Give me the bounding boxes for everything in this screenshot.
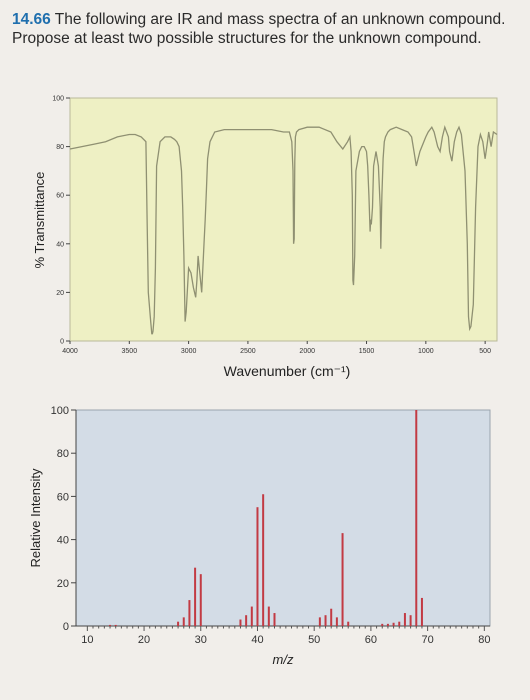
- ir-y-tick-label: 0: [60, 339, 64, 346]
- ir-x-tick-label: 1500: [359, 348, 375, 355]
- ir-y-tick-label: 40: [56, 241, 64, 248]
- problem-statement: 14.66 The following are IR and mass spect…: [12, 10, 520, 48]
- ms-bar: [114, 624, 117, 626]
- ms-bar: [347, 621, 350, 626]
- ms-x-tick-label: 60: [365, 634, 377, 646]
- ms-bar: [245, 615, 248, 626]
- mass-spectrum-chart: 0 20 40 60 80 100 10 20 30 40 50 60 70 80 Relative I…: [28, 405, 491, 667]
- ms-plot-area: [75, 409, 491, 627]
- ms-bar: [398, 621, 401, 626]
- ms-bar: [109, 624, 112, 626]
- ir-x-tick-label: 500: [479, 348, 491, 355]
- ms-bar: [273, 613, 276, 626]
- ms-bar: [341, 533, 344, 626]
- ms-y-tick-label: 60: [57, 491, 69, 503]
- ir-x-tick-label: 4000: [62, 348, 78, 355]
- ir-spectrum-chart: 0 20 40 60 80 100 4000 3500 3000 2500 2000 1500 100…: [32, 96, 498, 379]
- ms-bar: [239, 619, 242, 626]
- ms-y-tick-label: 40: [57, 535, 69, 547]
- ir-x-tick-label: 3500: [122, 348, 138, 355]
- ir-x-axis-label: Wavenumber (cm⁻¹): [224, 363, 351, 379]
- ir-x-tick-label: 3000: [181, 348, 197, 355]
- ms-bar: [330, 608, 333, 626]
- ms-x-tick-label: 70: [421, 634, 433, 646]
- problem-text: The following are IR and mass spectra of…: [12, 11, 506, 47]
- ir-y-tick-label: 80: [56, 144, 64, 151]
- ms-bar: [324, 615, 327, 626]
- ir-x-tick-label: 2000: [299, 348, 315, 355]
- ms-y-tick-label: 100: [51, 405, 69, 417]
- ms-bar: [182, 617, 185, 626]
- ms-bar: [256, 507, 259, 626]
- ir-x-tick-label: 1000: [418, 348, 434, 355]
- ms-y-axis-label: Relative Intensity: [28, 468, 43, 567]
- ir-y-axis-label: % Transmittance: [32, 172, 47, 269]
- ir-y-tick-label: 20: [56, 290, 64, 297]
- ms-bar: [188, 600, 191, 626]
- ms-x-axis: 10 20 30 40 50 60 70 80: [76, 625, 490, 646]
- ms-x-axis-label: m/z: [273, 652, 294, 667]
- ms-bar: [420, 597, 423, 626]
- ir-y-axis: 0 20 40 60 80 100: [52, 96, 70, 346]
- ms-bars: [109, 410, 423, 626]
- ms-bar: [386, 623, 389, 626]
- ms-bar: [335, 617, 338, 626]
- ms-bar: [194, 567, 197, 626]
- ms-bar: [415, 410, 418, 626]
- ms-y-tick-label: 80: [57, 448, 69, 460]
- ms-bar: [250, 606, 253, 626]
- ms-bar: [392, 622, 395, 626]
- ms-y-tick-label: 20: [57, 578, 69, 590]
- ms-bar: [267, 606, 270, 626]
- ms-bar: [409, 615, 412, 626]
- ms-bar: [318, 617, 321, 626]
- ms-x-tick-label: 50: [308, 634, 320, 646]
- ms-y-axis: 0 20 40 60 80 100: [51, 405, 77, 633]
- ms-x-tick-label: 10: [81, 634, 93, 646]
- ir-transmittance-trace: [69, 124, 498, 335]
- ms-x-tick-label: 80: [478, 634, 490, 646]
- ms-bar: [381, 623, 384, 626]
- ms-y-tick-label: 0: [63, 621, 69, 633]
- ms-bar: [403, 613, 406, 626]
- ms-x-tick-label: 40: [251, 634, 263, 646]
- ms-x-tick-label: 30: [195, 634, 207, 646]
- ir-y-tick-label: 60: [56, 193, 64, 200]
- ir-y-tick-label: 100: [52, 96, 64, 103]
- ms-bar: [199, 574, 202, 626]
- ir-x-axis: 4000 3500 3000 2500 2000 1500 1000 500: [62, 341, 491, 355]
- problem-number: 14.66: [12, 11, 51, 28]
- ir-x-tick-label: 2500: [240, 348, 256, 355]
- ms-x-tick-label: 20: [138, 634, 150, 646]
- ms-bar: [177, 621, 180, 626]
- ms-bar: [262, 494, 265, 626]
